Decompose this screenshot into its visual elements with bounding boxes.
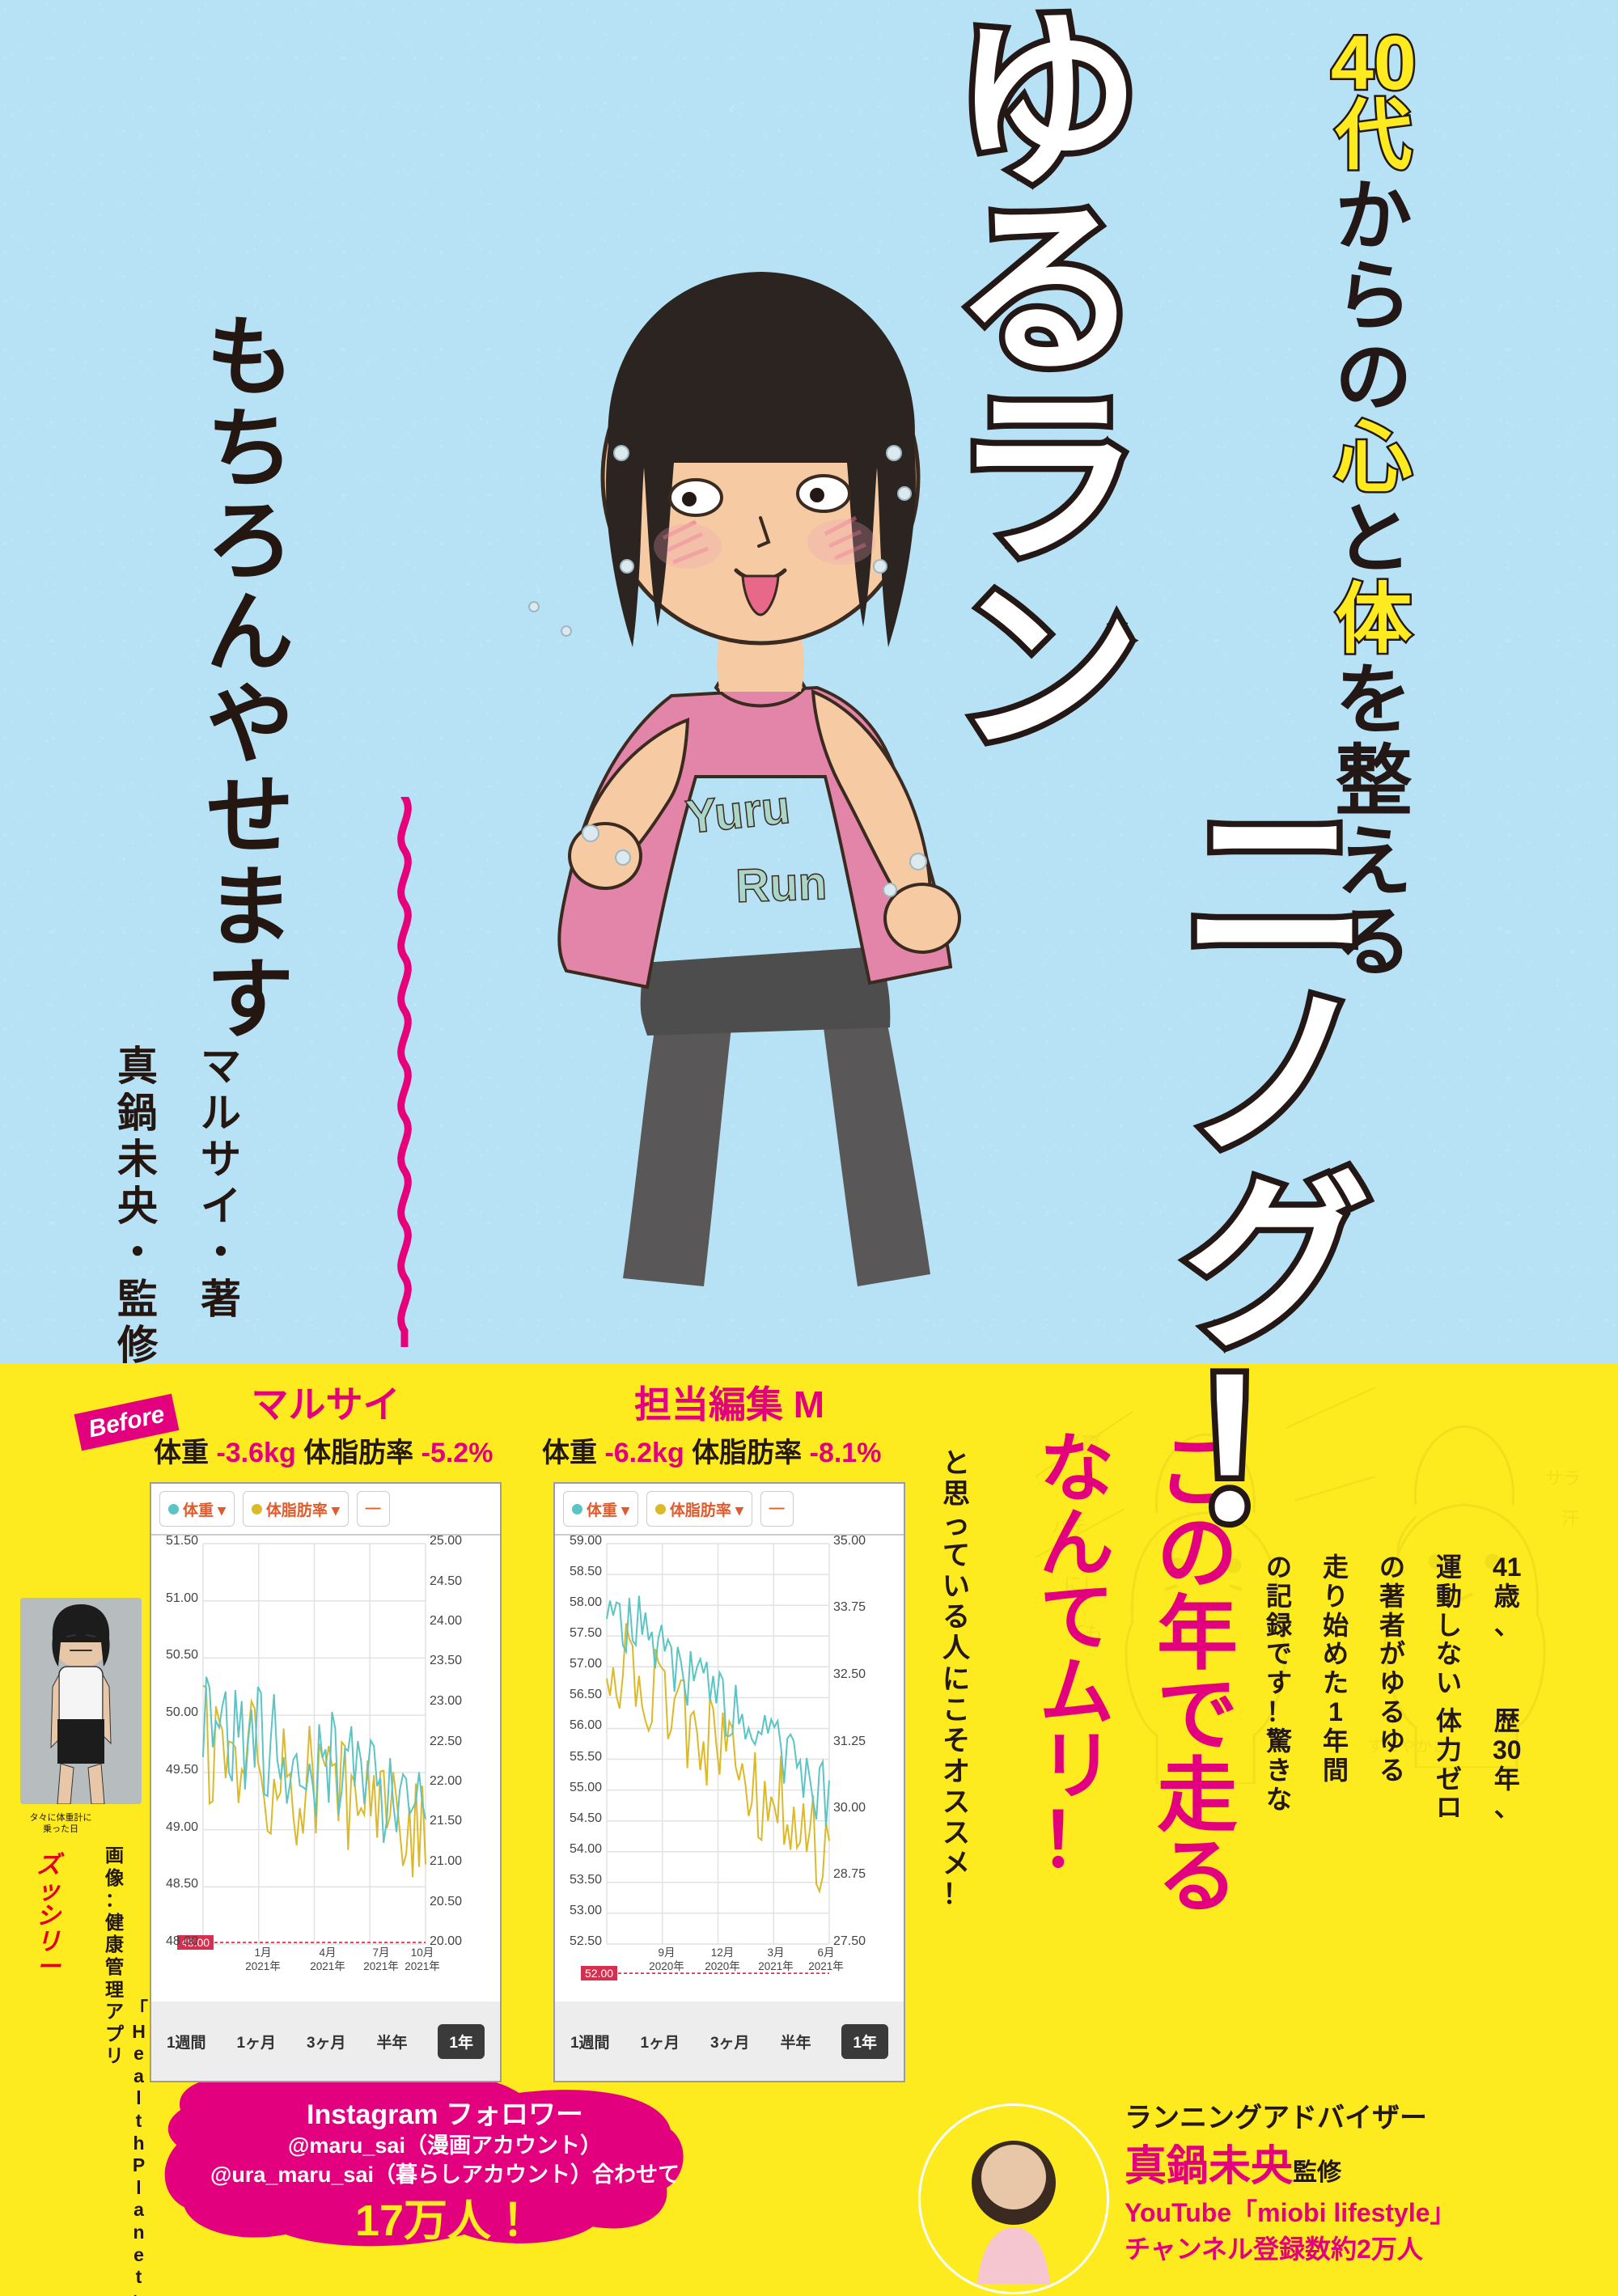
svg-text:サラ: サラ: [1545, 1468, 1581, 1489]
svg-text:Run: Run: [735, 857, 828, 913]
svg-text:Yuru: Yuru: [684, 781, 793, 844]
svg-text:汗: 汗: [1561, 1509, 1579, 1529]
